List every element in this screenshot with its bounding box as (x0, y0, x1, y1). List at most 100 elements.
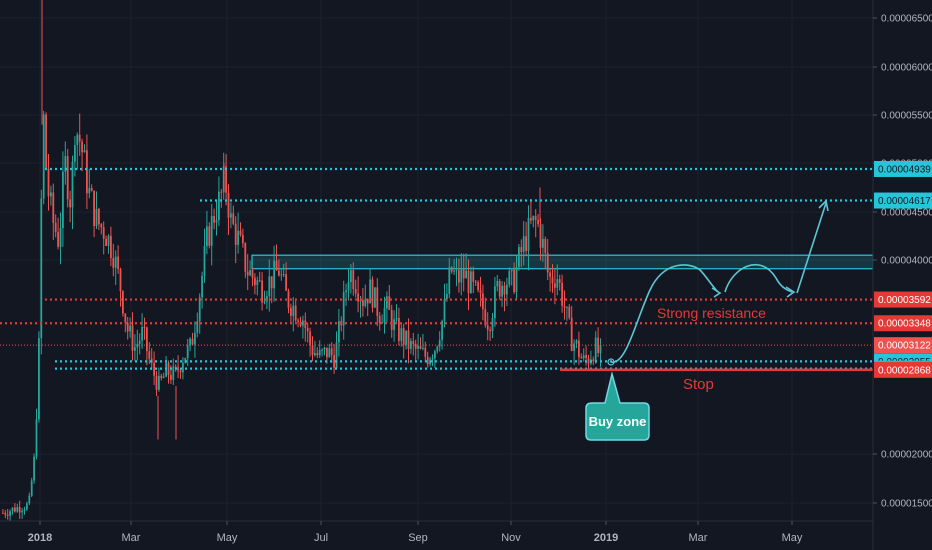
candle-body (330, 348, 333, 356)
candle-body (566, 306, 568, 308)
candle-body (489, 329, 491, 332)
price-axis-panel[interactable] (873, 0, 932, 550)
price-badge (874, 160, 932, 177)
projection-drawings (607, 199, 829, 366)
candle-body (210, 215, 213, 246)
candle-body (479, 290, 482, 294)
candle-body (594, 337, 597, 362)
arrowhead-icon (711, 287, 722, 298)
candle-body (50, 192, 52, 197)
candle-body (57, 232, 59, 247)
candle-body (81, 141, 83, 153)
candle-body (510, 269, 513, 272)
time-axis: 2018 Mar May Jul Sep Nov 2019 Mar May (28, 521, 803, 544)
candle-body (532, 215, 535, 221)
candle-body (321, 349, 323, 351)
candle-body (518, 247, 520, 268)
candle-body (33, 456, 35, 481)
candle-body (297, 320, 299, 322)
candle-body (561, 282, 563, 306)
projection-path (610, 202, 827, 363)
price-badge-label: 0.00002868 (878, 365, 931, 376)
candle-body (314, 353, 316, 356)
candle-body (309, 331, 311, 346)
candle-body (136, 343, 139, 348)
candle-body (218, 191, 220, 221)
time-tick-label: May (217, 532, 238, 544)
time-tick-label: Jul (314, 532, 328, 544)
candle-body (225, 166, 227, 193)
candle-body (472, 271, 475, 282)
candle-body (131, 325, 134, 351)
candle-body (465, 270, 467, 279)
candle-body (153, 363, 155, 376)
candle-body (438, 340, 441, 347)
candle-body (390, 309, 393, 330)
candle-body (220, 191, 223, 193)
candle-body (215, 220, 218, 223)
candle-body (93, 190, 95, 226)
candle-body (374, 287, 376, 308)
price-badges: 0.00004939 0.00004617 0.00003592 0.00003348… (874, 160, 932, 378)
candle-body (64, 156, 67, 172)
candle-body (508, 271, 511, 285)
candlesticks (2, 0, 602, 522)
candle-body (71, 161, 74, 208)
price-zones (251, 254, 874, 270)
candle-body (66, 156, 69, 200)
candle-body (441, 320, 443, 341)
candle-body (155, 375, 158, 390)
candle-body (102, 227, 105, 239)
candle-body (362, 300, 364, 307)
time-tick-label: Sep (408, 532, 428, 544)
candle-body (573, 343, 575, 351)
candle-body (129, 325, 131, 332)
candle-body (352, 270, 355, 289)
candle-body (227, 192, 230, 218)
candle-body (554, 283, 556, 288)
candle-body (513, 269, 515, 293)
candle-body (138, 340, 141, 344)
candle-body (54, 223, 57, 233)
price-badge-label: 0.00004617 (878, 196, 931, 207)
candle-body (556, 279, 559, 288)
candle-body (74, 145, 76, 162)
candle-body (364, 298, 367, 307)
candle-body (263, 301, 266, 303)
candle-body (117, 256, 119, 270)
candle-body (318, 349, 321, 356)
candle-body (357, 293, 359, 302)
candle-body (474, 281, 477, 283)
candle-body (484, 309, 487, 326)
candle-body (467, 270, 470, 293)
candle-body (14, 507, 16, 512)
candle-body (189, 338, 191, 346)
price-lines (0, 167, 873, 372)
candle-body (165, 362, 167, 377)
candle-body (114, 256, 117, 268)
chart-annotations: Strong resistance Stop Buy zone (585, 305, 766, 441)
candle-body (506, 284, 508, 295)
candle-body (122, 291, 124, 314)
price-tick-label: 0.00001500 (881, 499, 932, 510)
candle-body (251, 270, 254, 278)
candle-body (273, 260, 275, 289)
time-tick-label: Nov (501, 532, 521, 544)
candle-body (338, 320, 340, 343)
candle-body (170, 374, 172, 380)
candle-body (213, 215, 215, 223)
candle-body (100, 224, 103, 228)
candle-body (110, 235, 112, 259)
candle-body (350, 270, 352, 283)
candle-body (23, 509, 26, 511)
candle-body (52, 192, 55, 224)
candle-body (232, 213, 235, 224)
candle-body (254, 277, 256, 286)
candle-body (582, 355, 585, 359)
candle-body (412, 341, 415, 344)
candle-body (234, 223, 237, 245)
candle-body (311, 345, 314, 356)
candle-body (369, 279, 371, 304)
arrowhead-icon (818, 199, 829, 212)
